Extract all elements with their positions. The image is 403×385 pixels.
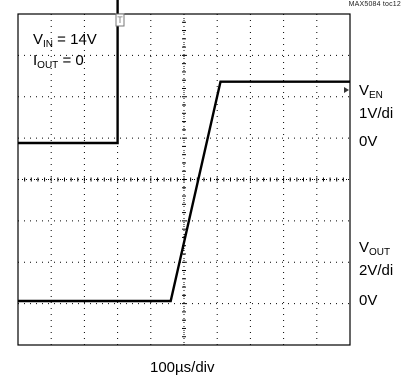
figure-ref: MAX5084 toc12 (348, 1, 401, 8)
trace-v-out (18, 80, 350, 303)
traces (18, 0, 350, 303)
trigger-marker-icon: T (115, 13, 125, 27)
svg-text:T: T (117, 15, 123, 25)
ch1-scale: 1V/di (359, 105, 394, 122)
iout-annotation: IOUT = 0 (33, 52, 84, 71)
ch1-label: VEN (359, 82, 383, 101)
vin-annotation: VIN = 14V (33, 31, 97, 50)
trace-v-en (18, 0, 119, 145)
graticule (17, 13, 351, 346)
ch2-zero-label: 0V (359, 292, 378, 309)
ch2-label: VOUT (359, 239, 391, 258)
ch2-scale: 2V/di (359, 262, 394, 279)
channel-marker-icon (344, 87, 349, 93)
time-scale-label: 100µs/div (150, 359, 215, 376)
ch1-zero-label: 0V (359, 133, 378, 150)
